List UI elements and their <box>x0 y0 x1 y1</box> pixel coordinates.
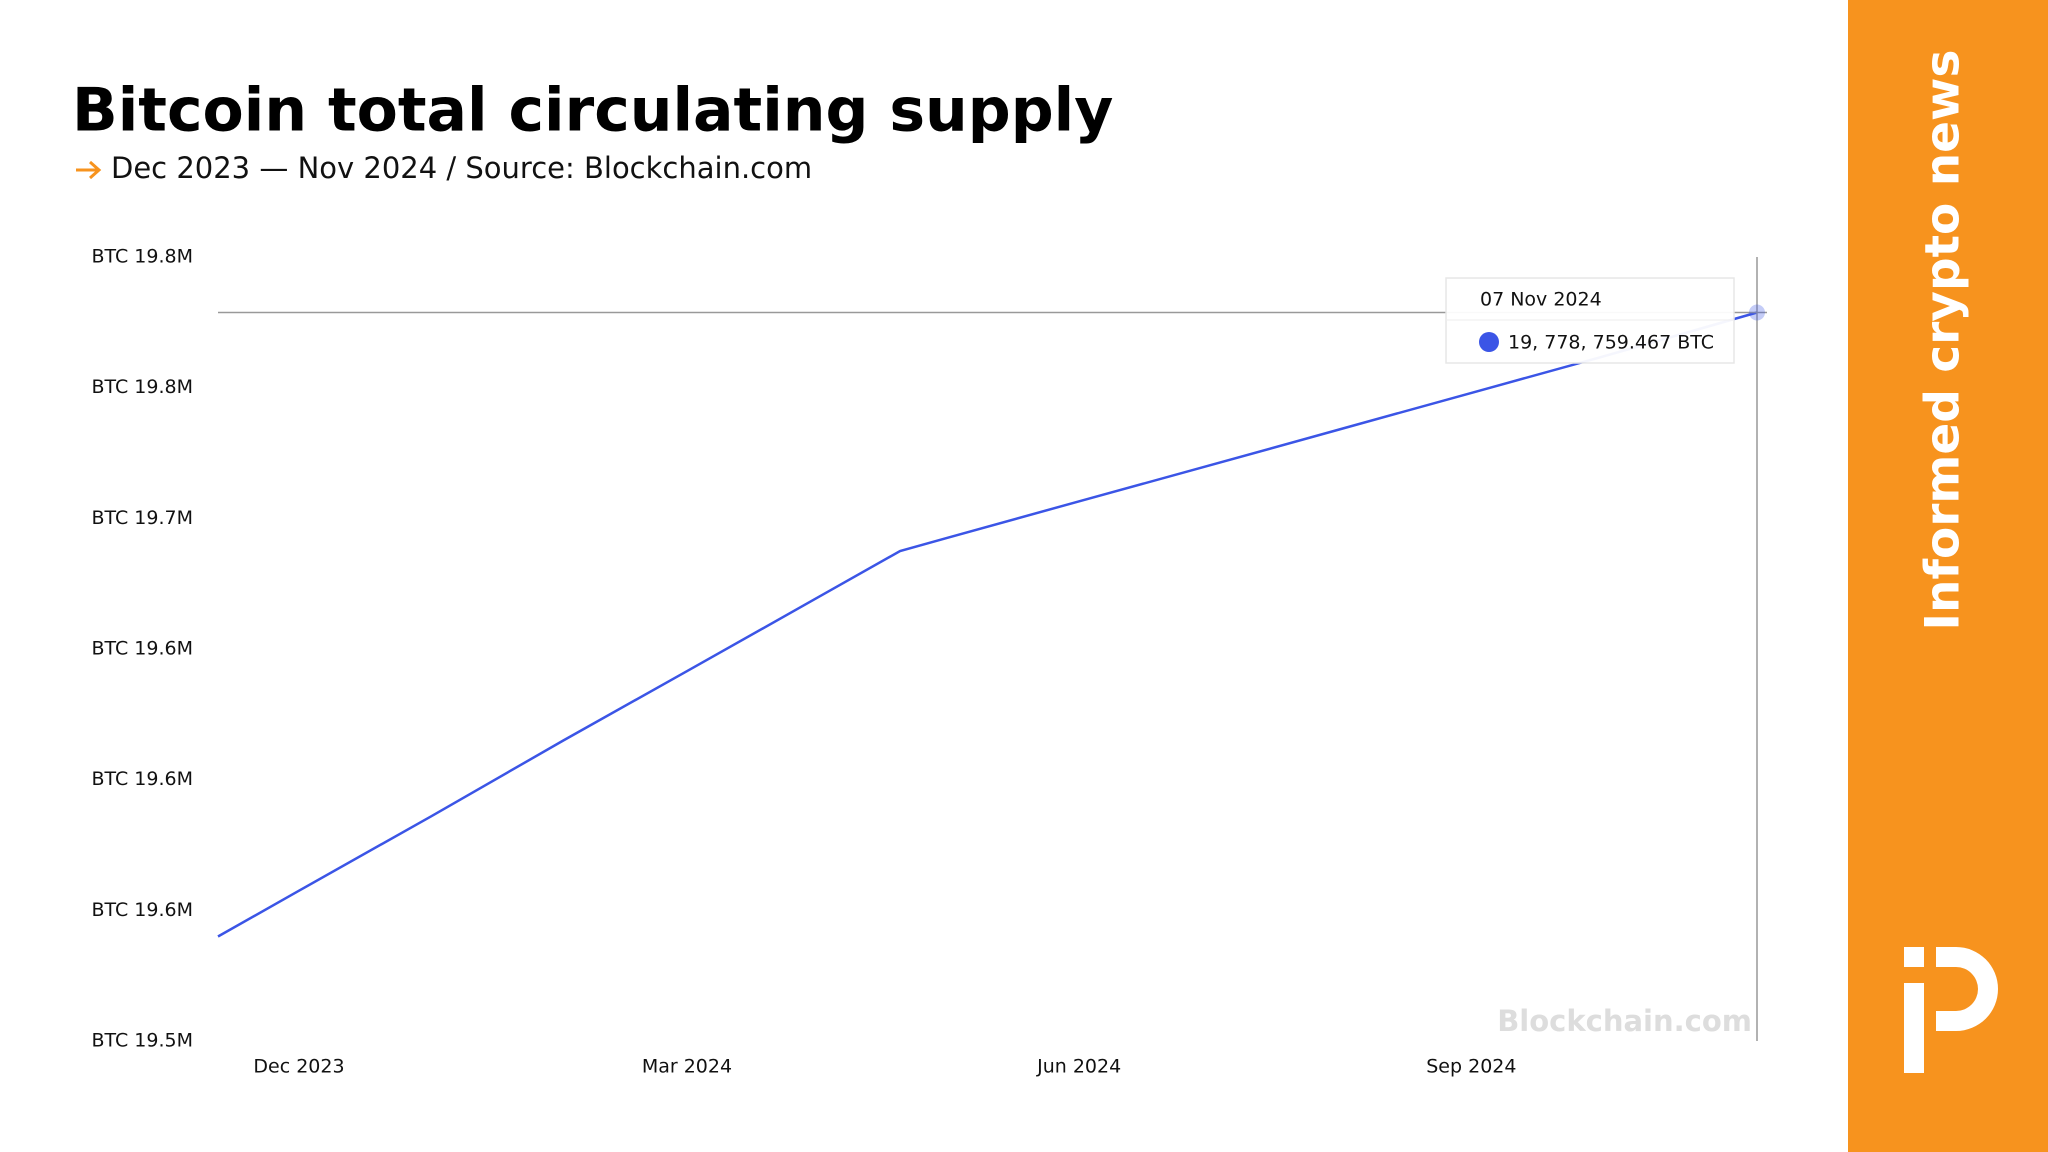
y-tick-label: BTC 19.8M <box>91 376 193 398</box>
tooltip-dot <box>1479 332 1499 352</box>
y-tick-label: BTC 19.5M <box>91 1030 193 1052</box>
x-tick-label: Dec 2023 <box>253 1056 344 1078</box>
hover-point <box>1749 304 1765 321</box>
data-line <box>217 311 1758 938</box>
chart-subtitle: Dec 2023 — Nov 2024 / Source: Blockchain… <box>111 151 812 185</box>
watermark: Blockchain.com <box>1497 1004 1752 1038</box>
y-tick-label: BTC 19.8M <box>91 246 193 268</box>
logo <box>1904 947 1998 1073</box>
chart-title: Bitcoin total circulating supply <box>72 76 1113 146</box>
x-tick-label: Jun 2024 <box>1036 1056 1121 1078</box>
x-tick-label: Sep 2024 <box>1426 1056 1516 1078</box>
y-tick-label: BTC 19.6M <box>91 638 193 660</box>
y-tick-label: BTC 19.6M <box>91 768 193 790</box>
y-tick-label: BTC 19.6M <box>91 899 193 921</box>
y-tick-label: BTC 19.7M <box>91 507 193 529</box>
sidebar-tagline: Informed crypto news <box>1916 50 1971 631</box>
tooltip-value: 19, 778, 759.467 BTC <box>1508 332 1714 354</box>
x-tick-label: Mar 2024 <box>642 1056 732 1078</box>
tooltip-date: 07 Nov 2024 <box>1480 289 1602 311</box>
subtitle-arrow <box>76 160 102 180</box>
